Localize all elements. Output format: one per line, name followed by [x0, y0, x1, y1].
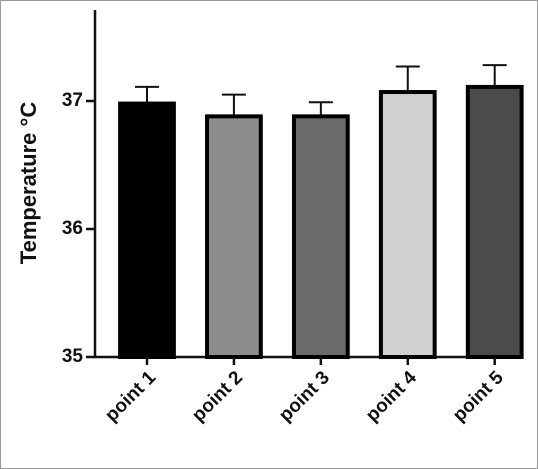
bar — [118, 101, 176, 359]
bar — [465, 84, 524, 359]
bar — [378, 90, 437, 359]
bar — [205, 114, 263, 359]
bar — [291, 114, 350, 359]
y-tick-label: 37 — [62, 90, 83, 111]
y-tick-label: 36 — [62, 218, 83, 239]
y-tick-label: 35 — [62, 346, 84, 367]
y-axis-label: Temperature °C — [16, 102, 41, 265]
